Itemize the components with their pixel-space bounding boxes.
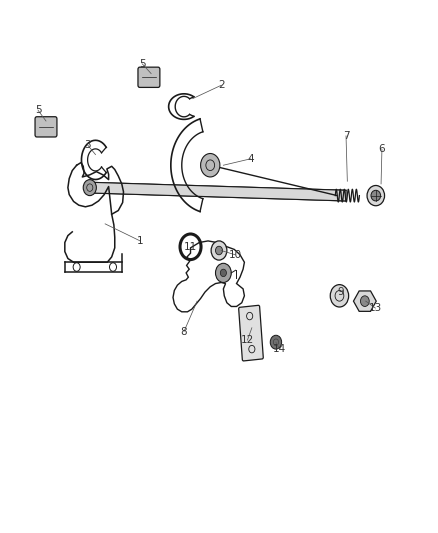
Ellipse shape xyxy=(215,246,223,255)
Text: 4: 4 xyxy=(247,154,254,164)
Circle shape xyxy=(270,335,282,349)
Ellipse shape xyxy=(211,241,227,260)
Text: 2: 2 xyxy=(218,80,225,90)
Circle shape xyxy=(220,269,226,277)
Text: 6: 6 xyxy=(378,144,385,154)
Ellipse shape xyxy=(367,185,385,206)
Text: 7: 7 xyxy=(343,131,350,141)
Circle shape xyxy=(201,154,220,177)
Text: 5: 5 xyxy=(35,106,42,115)
FancyBboxPatch shape xyxy=(239,305,263,361)
Text: 12: 12 xyxy=(241,335,254,345)
FancyBboxPatch shape xyxy=(35,117,57,137)
Text: 11: 11 xyxy=(184,242,197,252)
Text: 14: 14 xyxy=(273,344,286,354)
Circle shape xyxy=(215,263,231,282)
Text: 9: 9 xyxy=(337,287,344,297)
Text: 10: 10 xyxy=(229,250,242,260)
Text: 3: 3 xyxy=(84,140,91,150)
Text: 5: 5 xyxy=(139,59,146,69)
Text: 8: 8 xyxy=(180,327,187,336)
Text: 1: 1 xyxy=(137,236,144,246)
Circle shape xyxy=(83,180,96,196)
Polygon shape xyxy=(353,291,376,311)
Ellipse shape xyxy=(371,190,381,201)
Circle shape xyxy=(360,296,369,306)
Ellipse shape xyxy=(330,285,349,307)
FancyBboxPatch shape xyxy=(138,67,160,87)
Polygon shape xyxy=(90,182,346,201)
Text: 13: 13 xyxy=(369,303,382,313)
